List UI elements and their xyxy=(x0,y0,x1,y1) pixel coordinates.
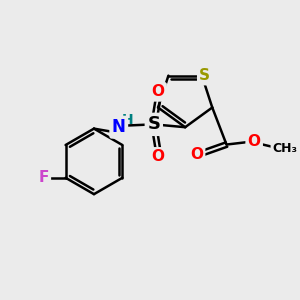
Text: O: O xyxy=(152,84,165,99)
Text: F: F xyxy=(38,170,49,185)
Text: S: S xyxy=(199,68,210,83)
Text: N: N xyxy=(112,118,126,136)
Text: S: S xyxy=(147,116,160,134)
Text: O: O xyxy=(190,147,203,162)
Text: O: O xyxy=(152,149,165,164)
Text: CH₃: CH₃ xyxy=(272,142,297,155)
Text: O: O xyxy=(248,134,261,149)
Text: H: H xyxy=(122,112,133,127)
